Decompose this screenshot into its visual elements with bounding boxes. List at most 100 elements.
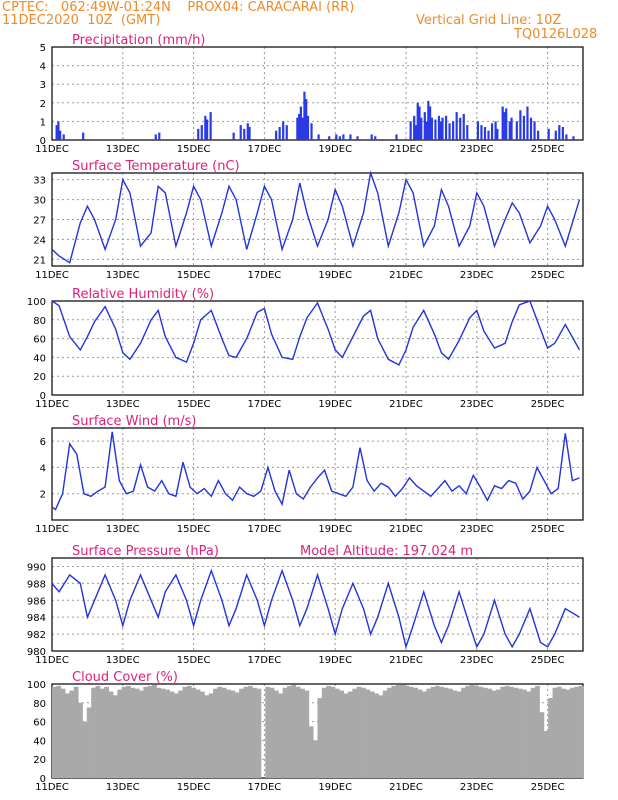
- precip-bar: [197, 128, 200, 140]
- precip-bar: [561, 126, 564, 140]
- x-tick-label: 25DEC: [531, 144, 565, 155]
- x-tick-label: 25DEC: [531, 655, 565, 666]
- cloud-bar: [465, 685, 471, 778]
- cloud-bar: [539, 712, 545, 778]
- x-tick-label: 21DEC: [389, 144, 423, 155]
- x-tick-label: 15DEC: [177, 655, 211, 666]
- x-tick-label: 15DEC: [177, 524, 211, 535]
- y-tick-label: 0: [40, 136, 46, 147]
- cloud-bar: [430, 686, 436, 778]
- precip-bar: [444, 115, 448, 140]
- cloud-bar: [134, 688, 140, 778]
- cloud-bar: [186, 685, 192, 778]
- x-tick-label: 23DEC: [460, 270, 494, 281]
- cloud-bar: [400, 684, 405, 778]
- precip-bar: [248, 126, 251, 140]
- x-tick-label: 15DEC: [177, 144, 211, 155]
- cloud-bar: [561, 688, 566, 778]
- cloud-bar: [217, 686, 223, 778]
- cloud-bar: [352, 688, 358, 778]
- x-tick-label: 19DEC: [318, 144, 352, 155]
- y-tick-label: 6: [40, 437, 46, 448]
- cloud-bar: [369, 691, 375, 778]
- x-tick-label: 19DEC: [318, 270, 352, 281]
- precip-bar: [298, 113, 301, 140]
- x-tick-label: 11DEC: [35, 270, 69, 281]
- cloud-bar: [321, 687, 327, 778]
- y-tick-label: 27: [33, 216, 46, 227]
- precip-bar: [335, 134, 338, 140]
- precip-bar: [306, 115, 310, 140]
- precip-bar: [558, 125, 561, 140]
- precip-bar: [374, 136, 377, 140]
- cloud-bar: [226, 689, 231, 778]
- y-tick-label: 60: [33, 718, 46, 729]
- panel-title: Surface Pressure (hPa): [72, 544, 219, 559]
- x-tick-label: 23DEC: [460, 655, 494, 666]
- cloud-bar: [304, 690, 310, 778]
- precip-bar: [62, 134, 65, 140]
- precip-bar: [55, 125, 58, 140]
- precip-bar: [278, 126, 281, 140]
- precip-bar: [462, 113, 465, 140]
- precip-bar: [154, 134, 157, 140]
- precip-bar: [356, 136, 359, 140]
- cloud-bar: [469, 684, 475, 778]
- cloud-bar: [313, 740, 318, 778]
- precip-bar: [533, 121, 536, 140]
- cloud-bar: [374, 693, 379, 778]
- x-tick-label: 11DEC: [35, 782, 69, 793]
- cloud-bar: [495, 689, 501, 778]
- header-init-time: 11DEC2020 10Z (GMT): [2, 13, 161, 28]
- x-tick-label: 11DEC: [35, 144, 69, 155]
- cloud-bar: [78, 702, 83, 778]
- cloud-bar: [147, 685, 153, 778]
- cloud-bar: [69, 690, 75, 778]
- cloud-bar: [269, 687, 275, 778]
- precip-bar: [317, 134, 320, 140]
- y-tick-label: 60: [33, 335, 46, 346]
- cloud-bar: [73, 686, 79, 778]
- cloud-bar: [121, 686, 127, 778]
- cloud-bar: [452, 690, 458, 778]
- cloud-bar: [95, 685, 101, 778]
- y-tick-label: 988: [27, 579, 46, 590]
- panel-title: Precipitation (mm/h): [72, 33, 205, 48]
- x-tick-label: 25DEC: [531, 782, 565, 793]
- cloud-bar: [504, 685, 510, 778]
- cloud-bar: [395, 684, 401, 778]
- cloud-bar: [548, 698, 553, 778]
- cloud-bar: [152, 684, 157, 778]
- cloud-bar: [361, 687, 366, 778]
- cloud-bar: [256, 688, 262, 778]
- cloud-bar: [382, 690, 388, 778]
- cloud-bar: [530, 687, 536, 778]
- cloud-bar: [569, 687, 575, 778]
- cloud-bar: [387, 687, 392, 778]
- precip-bar: [204, 115, 207, 140]
- y-tick-label: 100: [27, 680, 46, 691]
- precip-bar: [420, 117, 423, 140]
- x-tick-label: 21DEC: [389, 655, 423, 666]
- cloud-bar: [173, 693, 179, 778]
- precip-bar: [483, 126, 487, 140]
- precip-bar: [296, 117, 299, 140]
- cloud-bar: [578, 685, 584, 778]
- precip-bar: [232, 132, 235, 140]
- precip-bar: [246, 123, 249, 140]
- precip-bar: [466, 125, 469, 140]
- precip-bar: [299, 106, 302, 140]
- precip-bar: [501, 106, 504, 140]
- precip-bar: [370, 134, 373, 140]
- cloud-bar: [291, 684, 297, 778]
- precip-bar: [310, 123, 313, 140]
- cloud-bar: [509, 686, 514, 778]
- precip-bar: [503, 112, 506, 140]
- precip-bar: [515, 121, 518, 140]
- cloud-bar: [317, 698, 323, 778]
- x-tick-label: 21DEC: [389, 399, 423, 410]
- x-tick-label: 17DEC: [248, 655, 282, 666]
- y-tick-label: 24: [33, 235, 46, 246]
- x-tick-label: 11DEC: [35, 655, 69, 666]
- panel-frame: [51, 427, 584, 521]
